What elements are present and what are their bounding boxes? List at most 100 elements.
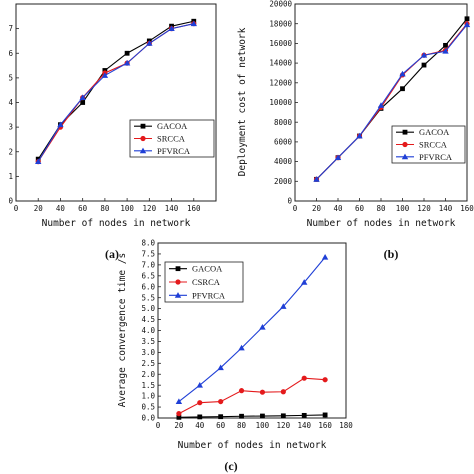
y-tick-label: 1.0 (141, 392, 155, 401)
x-tick-label: 0 (293, 204, 298, 213)
x-tick-label: 0 (156, 421, 161, 430)
y-tick-label: 2000 (274, 177, 293, 186)
y-tick-label: 2 (8, 147, 13, 156)
data-point-pfvrca (259, 324, 266, 330)
data-point-gacoa (443, 42, 448, 48)
x-tick-label: 40 (56, 204, 66, 213)
y-axis-label: Average convergence time /s (117, 253, 128, 407)
legend-label: SRCCA (419, 140, 448, 150)
data-point-pfvrca (168, 25, 175, 32)
data-point-pfvrca (399, 70, 406, 77)
y-tick-label: 8000 (274, 118, 293, 127)
data-point-pfvrca (217, 364, 224, 371)
data-point-pfvrca (175, 398, 183, 404)
data-point-gacoa (176, 414, 182, 420)
data-point-pfvrca (463, 21, 471, 28)
data-point-pfvrca (123, 59, 131, 66)
legend-marker (175, 279, 181, 285)
x-tick-label: 60 (216, 421, 226, 430)
y-tick-label: 1 (8, 172, 13, 181)
data-point-csrca (176, 411, 182, 417)
x-tick-label: 140 (165, 204, 179, 213)
x-tick-label: 140 (297, 421, 311, 430)
y-tick-label: 0.0 (141, 414, 155, 423)
chart-caption: (b) (384, 247, 399, 261)
data-point-pfvrca (146, 40, 153, 46)
chart-caption: (a) (105, 247, 119, 261)
y-tick-label: 7.0 (141, 260, 155, 269)
plot-frame (15, 3, 217, 202)
data-point-pfvrca (101, 72, 109, 78)
data-point-csrca (197, 400, 203, 406)
data-point-csrca (301, 375, 307, 381)
data-point-pfvrca (35, 158, 42, 164)
x-tick-label: 40 (333, 204, 343, 213)
series-line-pfvrca (37, 23, 194, 162)
legend-label: PFVRCA (192, 290, 226, 300)
legend-label: GACOA (419, 127, 450, 137)
data-point-gacoa (464, 16, 470, 22)
series-line-pfvrca (178, 256, 326, 403)
y-tick-label: 16000 (269, 39, 292, 48)
data-point-pfvrca (196, 381, 203, 388)
series-line-csrca (178, 377, 326, 415)
x-tick-label: 80 (376, 204, 386, 213)
chart-b: 0 20 40 60 80 100 120 140 160 0 2000 4000 6000 8000 10… (237, 0, 474, 261)
y-tick-label: 6.0 (141, 282, 155, 291)
x-tick-label: 20 (174, 421, 184, 430)
x-tick-label: 80 (100, 204, 110, 213)
x-tick-label: 120 (277, 421, 291, 430)
series-line-pfvrca (316, 24, 468, 180)
y-tick-label: 3 (8, 123, 13, 132)
data-point-pfvrca (442, 48, 449, 54)
x-tick-label: 160 (460, 204, 474, 213)
x-tick-label: 140 (439, 204, 453, 213)
data-point-gacoa (322, 412, 328, 418)
x-tick-label: 20 (312, 204, 322, 213)
x-axis-label: Number of nodes in network (307, 218, 456, 229)
x-tick-label: 80 (237, 421, 247, 430)
data-point-gacoa (124, 50, 130, 56)
data-point-pfvrca (190, 20, 197, 27)
legend-marker (140, 135, 146, 142)
x-tick-label: 100 (120, 204, 134, 213)
data-point-gacoa (218, 414, 224, 420)
y-tick-label: 6 (8, 49, 13, 58)
data-point-gacoa (400, 86, 405, 92)
legend-marker (175, 266, 181, 272)
x-tick-label: 60 (78, 204, 88, 213)
data-point-gacoa (421, 62, 427, 68)
series-line-gacoa (178, 414, 326, 418)
y-tick-label: 18000 (269, 19, 292, 28)
y-tick-label: 5 (8, 73, 13, 82)
legend-marker (139, 147, 147, 154)
y-tick-label: 10000 (269, 98, 292, 107)
x-tick-label: 180 (339, 421, 353, 430)
x-tick-label: 120 (143, 204, 157, 213)
data-point-pfvrca (301, 279, 308, 285)
y-tick-label: 20000 (269, 0, 292, 9)
chart-caption: (c) (224, 459, 237, 473)
y-tick-label: 4 (8, 98, 13, 107)
data-point-gacoa (80, 100, 86, 105)
legend-label: GACOA (192, 264, 223, 274)
y-tick-label: 6.5 (141, 271, 155, 280)
x-tick-label: 100 (256, 421, 270, 430)
data-point-gacoa (197, 414, 203, 420)
legend-label: PFVRCA (157, 146, 191, 156)
y-tick-label: 3.0 (141, 348, 155, 357)
y-tick-label: 4.5 (141, 315, 155, 324)
x-tick-label: 60 (355, 204, 365, 213)
data-point-pfvrca (238, 344, 245, 351)
y-tick-label: 7 (8, 24, 13, 33)
y-tick-label: 6000 (274, 138, 293, 147)
data-point-pfvrca (79, 94, 86, 100)
legend-label: GACOA (157, 121, 188, 131)
y-tick-label: 0.5 (141, 403, 155, 412)
data-point-gacoa (301, 412, 307, 418)
y-tick-label: 2.5 (141, 359, 155, 368)
legend-label: CSRCA (192, 277, 221, 287)
legend-marker (140, 123, 146, 129)
data-point-csrca (238, 388, 245, 394)
